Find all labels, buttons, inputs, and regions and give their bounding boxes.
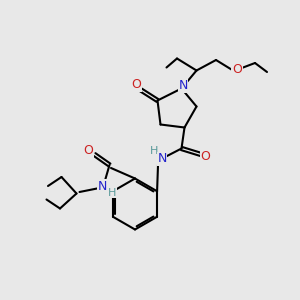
Text: O: O <box>132 78 141 91</box>
Text: H: H <box>150 146 158 156</box>
Text: N: N <box>98 179 107 193</box>
Text: N: N <box>157 152 167 166</box>
Text: O: O <box>232 62 242 76</box>
Text: O: O <box>84 144 93 158</box>
Text: N: N <box>178 79 188 92</box>
Text: H: H <box>108 188 116 198</box>
Text: O: O <box>201 150 210 164</box>
